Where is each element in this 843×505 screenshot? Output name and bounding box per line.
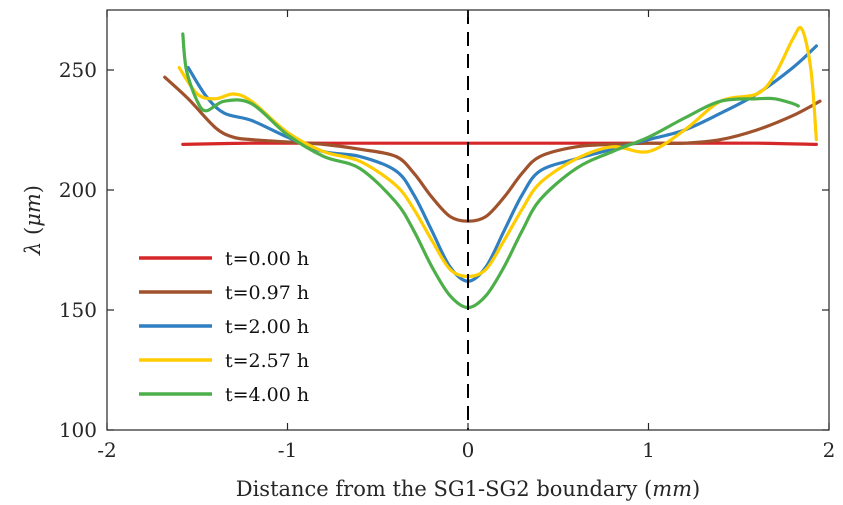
y-tick-label-1: 150 [59, 298, 97, 322]
series-line-3 [177, 25, 818, 278]
series-line-1 [163, 75, 822, 223]
x-tick-label-1: -1 [278, 438, 297, 462]
legend-label-4: t=4.00 h [225, 384, 309, 406]
y-axis-label: λ (μm) [21, 185, 45, 256]
x-axis-label: Distance from the SG1-SG2 boundary (mm) [236, 477, 701, 501]
legend-label-3: t=2.57 h [225, 350, 309, 372]
y-tick-label-2: 200 [59, 178, 97, 202]
x-tick-label-2: 0 [462, 438, 475, 462]
x-tick-label-0: -2 [97, 438, 116, 462]
legend-label-0: t=0.00 h [225, 248, 309, 270]
y-tick-label-3: 250 [59, 58, 97, 82]
x-tick-label-3: 1 [642, 438, 655, 462]
legend-label-2: t=2.00 h [225, 316, 309, 338]
x-tick-label-4: 2 [823, 438, 836, 462]
series-line-0 [181, 141, 818, 146]
legend-label-1: t=0.97 h [225, 282, 309, 304]
y-tick-label-0: 100 [59, 418, 97, 442]
legend: t=0.00 h t=0.97 h t=2.00 h t=2.57 h t=4.00 h [139, 248, 309, 406]
